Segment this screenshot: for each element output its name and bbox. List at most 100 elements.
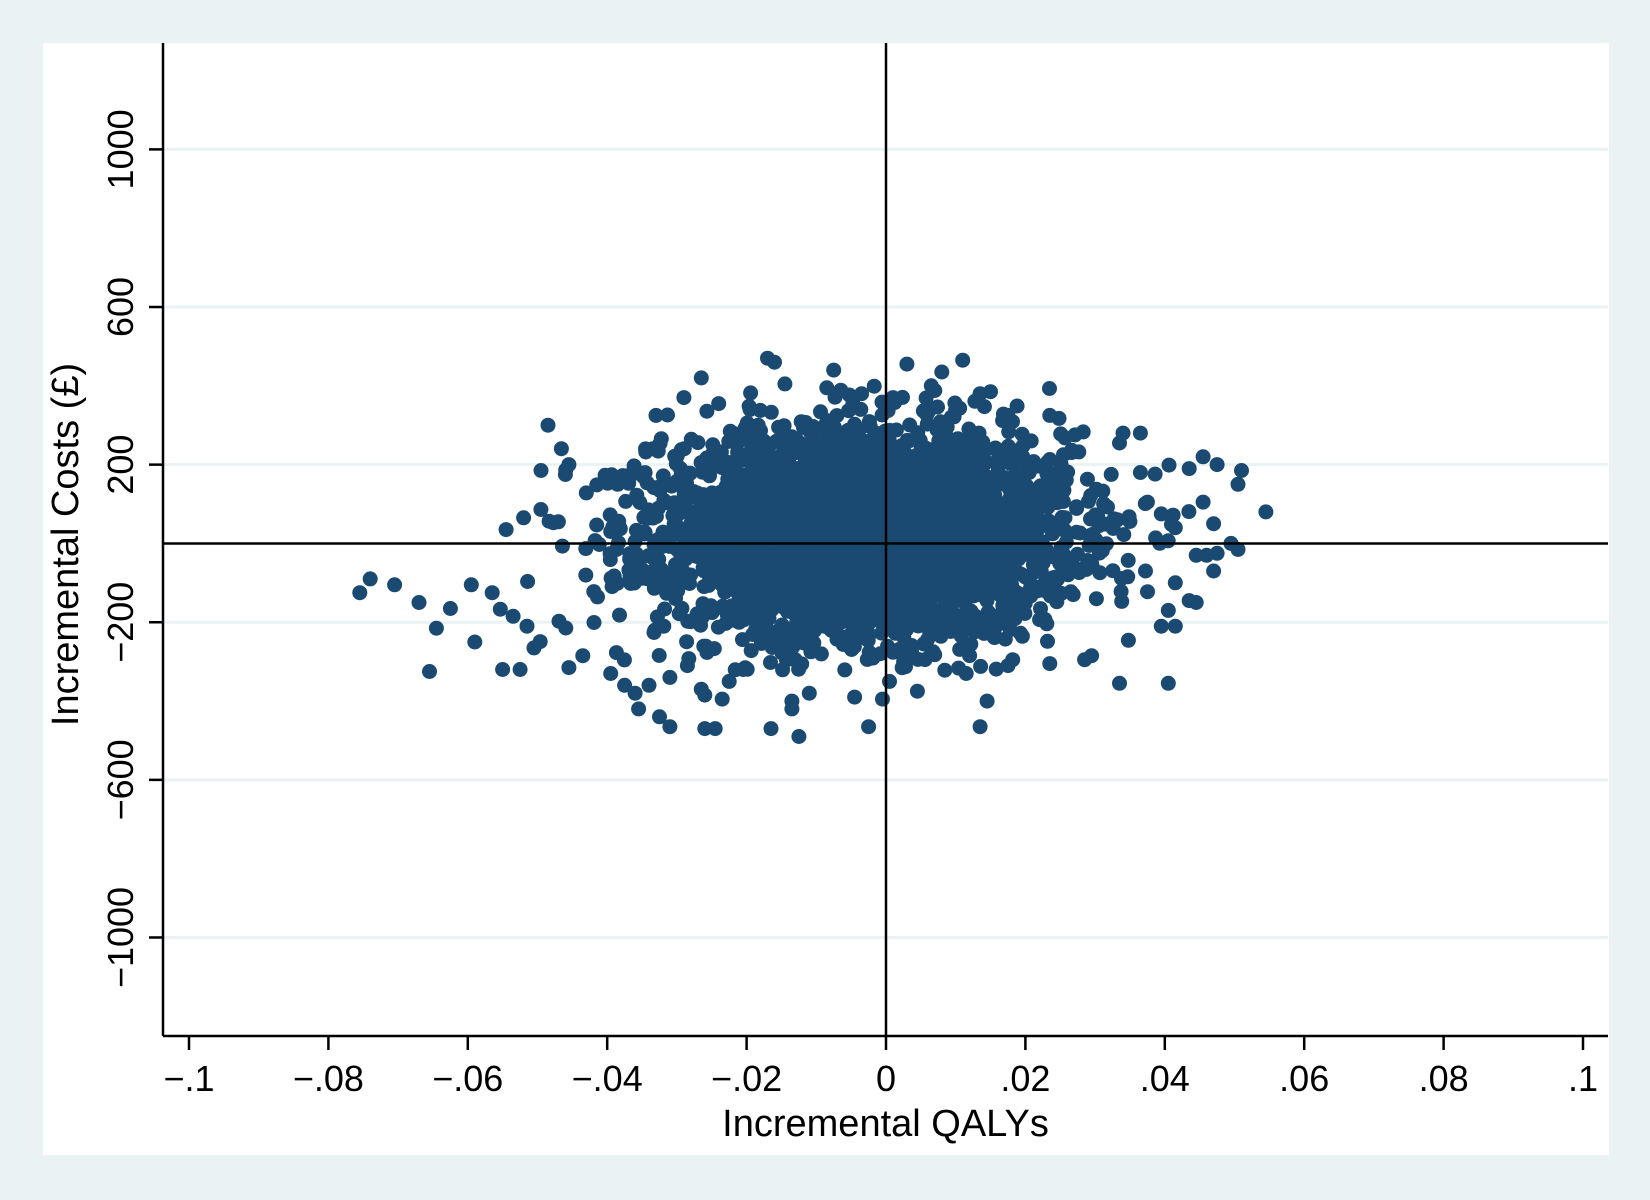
x-tick-label-1: −.08	[293, 1058, 364, 1099]
data-point	[492, 601, 508, 617]
data-point	[651, 648, 667, 663]
data-point	[783, 467, 799, 483]
data-point	[652, 483, 668, 498]
data-point	[906, 522, 922, 537]
data-point	[866, 438, 882, 454]
data-point	[826, 419, 842, 435]
data-point	[1116, 527, 1132, 543]
data-point	[888, 422, 904, 438]
data-point	[848, 580, 864, 596]
data-point	[519, 618, 535, 634]
data-point	[796, 488, 812, 504]
y-tick-label-4: −600	[100, 739, 141, 820]
data-point	[463, 577, 479, 593]
data-point	[962, 648, 978, 664]
data-point	[505, 608, 521, 624]
reference-lines	[163, 43, 1608, 1036]
data-point	[664, 478, 680, 494]
data-point	[896, 629, 912, 645]
data-point	[826, 575, 842, 591]
data-point	[1033, 495, 1049, 511]
data-point	[937, 526, 953, 542]
data-point	[884, 619, 900, 635]
data-point	[627, 534, 643, 549]
data-point	[1005, 586, 1021, 602]
data-point	[674, 600, 690, 616]
data-point	[858, 547, 874, 563]
data-point	[988, 661, 1004, 677]
data-point	[972, 386, 988, 402]
data-point	[727, 426, 743, 442]
data-point	[1165, 507, 1181, 523]
data-point	[1120, 569, 1136, 585]
x-tick-label-10: .1	[1568, 1058, 1598, 1099]
data-point	[942, 606, 958, 622]
data-point	[747, 498, 763, 514]
data-point	[1138, 563, 1153, 579]
data-point	[586, 615, 602, 630]
data-point	[387, 577, 403, 593]
data-point	[875, 691, 890, 707]
data-point	[742, 402, 758, 417]
data-point	[976, 625, 992, 641]
data-point	[933, 566, 949, 582]
data-point	[697, 687, 713, 703]
y-tick-label-2: 200	[100, 435, 141, 495]
x-tick-label-9: .08	[1419, 1058, 1469, 1099]
data-point	[974, 571, 990, 587]
data-point	[1040, 633, 1055, 649]
data-point	[578, 567, 594, 583]
data-point	[654, 538, 670, 554]
data-point	[891, 641, 907, 657]
data-point	[967, 555, 983, 571]
data-point	[411, 595, 427, 610]
x-tick-label-6: .02	[1000, 1058, 1050, 1099]
data-point	[853, 401, 869, 417]
data-point	[1103, 466, 1119, 482]
data-point	[660, 407, 675, 423]
data-point	[997, 631, 1013, 647]
data-point	[910, 651, 926, 667]
data-point	[713, 444, 729, 460]
data-point	[980, 469, 996, 485]
data-point	[484, 585, 500, 601]
data-point	[1000, 658, 1016, 674]
data-point	[352, 585, 368, 601]
data-point	[629, 487, 645, 503]
data-point	[841, 538, 857, 554]
data-point	[622, 551, 638, 567]
data-point	[362, 571, 378, 587]
data-point	[819, 380, 835, 396]
data-point	[1206, 516, 1222, 532]
data-point	[963, 636, 979, 652]
data-point	[923, 378, 939, 394]
data-point	[848, 507, 864, 523]
data-point	[721, 673, 737, 689]
data-point	[777, 376, 793, 392]
data-point	[819, 514, 835, 530]
data-point	[875, 554, 891, 570]
data-point	[1112, 675, 1127, 691]
data-point	[779, 437, 795, 453]
data-point	[1013, 528, 1029, 543]
data-point	[713, 484, 729, 500]
data-point	[797, 450, 813, 466]
data-point	[1000, 407, 1016, 423]
data-point	[1067, 427, 1083, 443]
data-point	[1181, 461, 1197, 477]
y-tick-label-5: −1000	[100, 887, 141, 988]
data-point	[551, 613, 567, 629]
data-point	[728, 609, 744, 625]
data-point	[1032, 612, 1048, 628]
y-axis-title: Incremental Costs (£)	[45, 363, 87, 726]
data-point	[1087, 507, 1103, 523]
data-point	[679, 658, 695, 674]
data-point	[845, 461, 861, 476]
x-tick-label-3: −.04	[572, 1058, 643, 1099]
data-point	[682, 507, 698, 523]
data-point	[1153, 506, 1169, 522]
data-point	[763, 549, 779, 565]
data-point	[793, 414, 809, 430]
data-point	[612, 607, 627, 623]
